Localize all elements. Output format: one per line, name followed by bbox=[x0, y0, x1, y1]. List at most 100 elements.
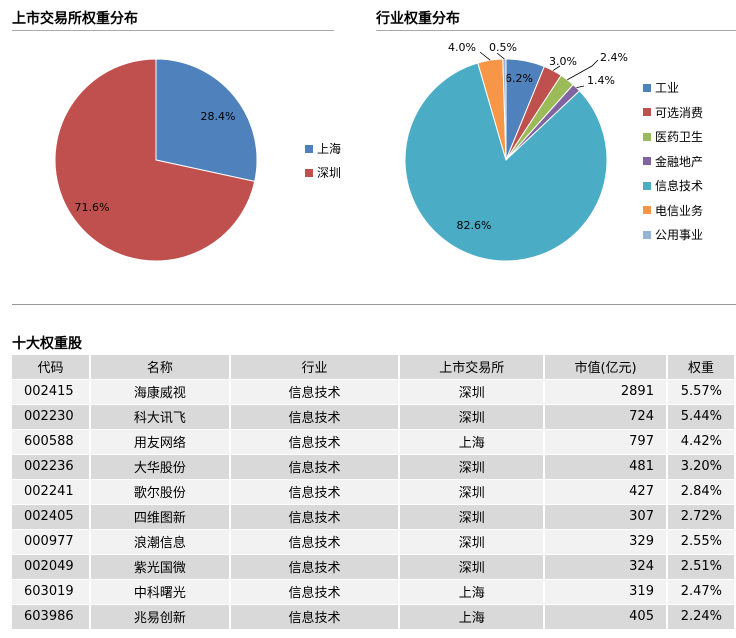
cell-market-cap: 324 bbox=[544, 553, 668, 579]
legend-label: 信息技术 bbox=[655, 179, 704, 193]
cell-industry: 信息技术 bbox=[229, 528, 401, 554]
header-exchange: 上市交易所 bbox=[399, 355, 546, 379]
pie-slice-0 bbox=[155, 58, 258, 183]
header-industry: 行业 bbox=[229, 355, 401, 379]
exchange-pie: 28.4% 71.6% bbox=[54, 58, 258, 262]
cell-weight: 2.84% bbox=[666, 478, 736, 504]
industry-pie: 6.2% 3.0% 2.4% 1.4% 82.6% 4.0% 0.5% bbox=[404, 41, 628, 262]
legend-swatch bbox=[643, 83, 651, 92]
cell-code: 002230 bbox=[12, 403, 91, 429]
table-row: 002236 大华股份 信息技术 深圳 481 3.20% bbox=[12, 453, 736, 479]
header-name: 名称 bbox=[89, 355, 231, 379]
legend-item: 金融地产 bbox=[643, 153, 703, 170]
cell-market-cap: 797 bbox=[544, 428, 668, 454]
leader-line-3 bbox=[576, 85, 585, 89]
cell-code: 002415 bbox=[12, 378, 91, 404]
legend-item: 信息技术 bbox=[643, 177, 703, 194]
section-divider bbox=[12, 304, 736, 305]
cell-industry: 信息技术 bbox=[229, 478, 401, 504]
exchange-title-underline bbox=[12, 30, 334, 31]
legend-item: 上海 bbox=[305, 140, 341, 157]
cell-weight: 3.20% bbox=[666, 453, 736, 479]
cell-industry: 信息技术 bbox=[229, 603, 401, 629]
table-row: 002230 科大讯飞 信息技术 深圳 724 5.44% bbox=[12, 403, 736, 429]
cell-code: 002049 bbox=[12, 553, 91, 579]
industry-chart-title: 行业权重分布 bbox=[376, 11, 460, 27]
cell-code: 002241 bbox=[12, 478, 91, 504]
cell-weight: 2.72% bbox=[666, 503, 736, 529]
table-header-row: 代码 名称 行业 上市交易所 市值(亿元) 权重 bbox=[12, 355, 736, 379]
leader-line-1 bbox=[552, 65, 561, 71]
cell-exchange: 上海 bbox=[399, 578, 546, 604]
legend-label: 深圳 bbox=[317, 166, 342, 180]
table-row: 002405 四维图新 信息技术 深圳 307 2.72% bbox=[12, 503, 736, 529]
cell-market-cap: 2891 bbox=[544, 378, 668, 404]
data-label-6: 0.5% bbox=[489, 41, 517, 54]
cell-name: 用友网络 bbox=[89, 428, 231, 454]
cell-exchange: 深圳 bbox=[399, 478, 546, 504]
legend-item: 电信业务 bbox=[643, 202, 703, 219]
legend-label: 可选消费 bbox=[655, 105, 704, 120]
top10-table: 代码 名称 行业 上市交易所 市值(亿元) 权重 002415 海康威视 信息技术深… bbox=[12, 355, 736, 629]
legend-swatch bbox=[643, 108, 651, 116]
exchange-chart-title: 上市交易所权重分布 bbox=[12, 11, 138, 27]
legend-item: 可选消费 bbox=[643, 104, 703, 121]
data-label-1: 71.6% bbox=[75, 201, 110, 214]
cell-market-cap: 724 bbox=[544, 403, 668, 429]
legend-swatch bbox=[643, 206, 651, 214]
cell-code: 603019 bbox=[12, 578, 91, 604]
data-label-4: 82.6% bbox=[457, 219, 492, 232]
table-row: 603019 中科曙光 信息技术 上海 319 2.47% bbox=[12, 578, 736, 604]
cell-weight: 2.51% bbox=[666, 553, 736, 579]
cell-market-cap: 319 bbox=[544, 578, 668, 604]
cell-industry: 信息技术 bbox=[229, 403, 401, 429]
cell-industry: 信息技术 bbox=[229, 453, 401, 479]
legend-swatch bbox=[643, 181, 651, 190]
cell-code: 002405 bbox=[12, 503, 91, 529]
cell-code: 600588 bbox=[12, 428, 91, 454]
legend-label: 公用事业 bbox=[655, 228, 704, 242]
legend-swatch bbox=[643, 157, 651, 165]
legend-swatch bbox=[305, 168, 313, 177]
data-label-3: 1.4% bbox=[587, 74, 615, 87]
cell-industry: 信息技术 bbox=[229, 553, 401, 579]
cell-market-cap: 329 bbox=[544, 528, 668, 554]
cell-weight: 2.24% bbox=[666, 603, 736, 629]
cell-name: 中科曙光 bbox=[89, 578, 231, 604]
cell-exchange: 上海 bbox=[399, 603, 546, 629]
legend-item: 医药卫生 bbox=[643, 128, 703, 145]
leader-line-6 bbox=[496, 52, 505, 60]
legend-swatch bbox=[305, 144, 313, 153]
cell-weight: 2.47% bbox=[666, 578, 736, 604]
cell-exchange: 上海 bbox=[399, 428, 546, 454]
cell-name: 浪潮信息 bbox=[89, 528, 231, 554]
legend-label: 金融地产 bbox=[655, 154, 704, 169]
cell-exchange: 深圳 bbox=[399, 453, 546, 479]
cell-industry: 信息技术 bbox=[229, 428, 401, 454]
data-label-5: 4.0% bbox=[448, 41, 476, 54]
cell-code: 603986 bbox=[12, 603, 91, 629]
cell-exchange: 深圳 bbox=[399, 553, 546, 579]
cell-weight: 2.55% bbox=[666, 528, 736, 554]
legend-label: 工业 bbox=[655, 81, 680, 95]
table-row: 002049 紫光国微 信息技术 深圳 324 2.51% bbox=[12, 553, 736, 579]
legend-swatch bbox=[643, 132, 651, 141]
legend-item: 公用事业 bbox=[643, 226, 703, 243]
cell-weight: 5.44% bbox=[666, 403, 736, 429]
header-market-cap: 市值(亿元) bbox=[544, 355, 668, 379]
cell-name: 四维图新 bbox=[89, 503, 231, 529]
data-label-0: 6.2% bbox=[505, 72, 533, 85]
cell-name: 歌尔股份 bbox=[89, 478, 231, 504]
legend-label: 电信业务 bbox=[655, 203, 704, 218]
cell-exchange: 深圳 bbox=[399, 378, 546, 404]
header-code: 代码 bbox=[12, 355, 91, 379]
cell-exchange: 深圳 bbox=[399, 403, 546, 429]
cell-market-cap: 481 bbox=[544, 453, 668, 479]
cell-industry: 信息技术 bbox=[229, 378, 401, 404]
pie-slice-1 bbox=[54, 58, 256, 262]
cell-code: 002236 bbox=[12, 453, 91, 479]
cell-name: 兆易创新 bbox=[89, 603, 231, 629]
industry-title-underline bbox=[376, 30, 736, 31]
legend-item: 深圳 bbox=[305, 164, 341, 181]
legend-label: 医药卫生 bbox=[655, 130, 704, 144]
